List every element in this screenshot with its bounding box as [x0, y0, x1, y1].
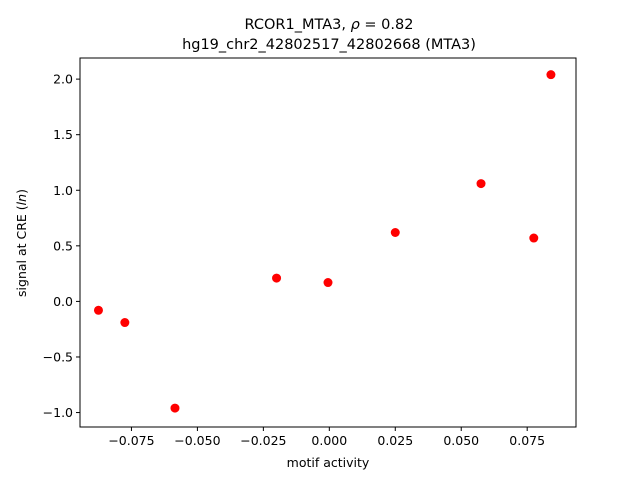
- y-tick-label: 1.0: [53, 183, 73, 198]
- data-point: [272, 273, 282, 283]
- data-point: [529, 233, 539, 243]
- x-axis-label: motif activity: [287, 455, 370, 470]
- x-tick-label: 0.000: [311, 433, 347, 448]
- data-point: [476, 179, 486, 189]
- title-rho-symbol: ρ: [351, 17, 361, 33]
- x-tick-label: 0.050: [443, 433, 479, 448]
- plot-area-frame: [79, 57, 577, 428]
- data-point: [120, 318, 130, 328]
- y-label-prefix: signal at CRE (: [14, 205, 29, 297]
- data-point: [323, 278, 333, 288]
- x-axis-ticks: −0.075 −0.050 −0.025 0.000 0.025 0.050 0.075: [108, 427, 545, 448]
- data-point: [546, 70, 556, 80]
- title-prefix: RCOR1_MTA3,: [245, 17, 351, 33]
- y-label-suffix: ): [14, 189, 29, 194]
- y-tick-label: 0.5: [53, 238, 73, 253]
- y-tick-label: −1.0: [43, 405, 73, 420]
- data-point: [93, 305, 103, 315]
- x-tick-label: −0.025: [240, 433, 286, 448]
- data-point: [170, 403, 180, 413]
- y-tick-label: 1.5: [53, 127, 73, 142]
- y-axis-ticks: −1.0 −0.5 0.0 0.5 1.0 1.5 2.0: [43, 72, 80, 420]
- y-label-italic: ln: [14, 194, 29, 205]
- y-axis-label: signal at CRE (ln): [14, 189, 29, 297]
- data-point: [390, 227, 400, 237]
- chart-title-line2: hg19_chr2_42802517_42802668 (MTA3): [182, 37, 476, 53]
- y-tick-label: −0.5: [43, 349, 73, 364]
- x-tick-label: 0.075: [509, 433, 545, 448]
- y-tick-label: 0.0: [53, 294, 73, 309]
- chart-title-line1: RCOR1_MTA3, ρ = 0.82: [245, 17, 414, 33]
- x-tick-label: −0.075: [108, 433, 154, 448]
- x-tick-label: 0.025: [377, 433, 413, 448]
- title-rho-value: = 0.82: [360, 17, 414, 33]
- data-points: [93, 70, 556, 413]
- x-tick-label: −0.050: [174, 433, 220, 448]
- y-tick-label: 2.0: [53, 72, 73, 87]
